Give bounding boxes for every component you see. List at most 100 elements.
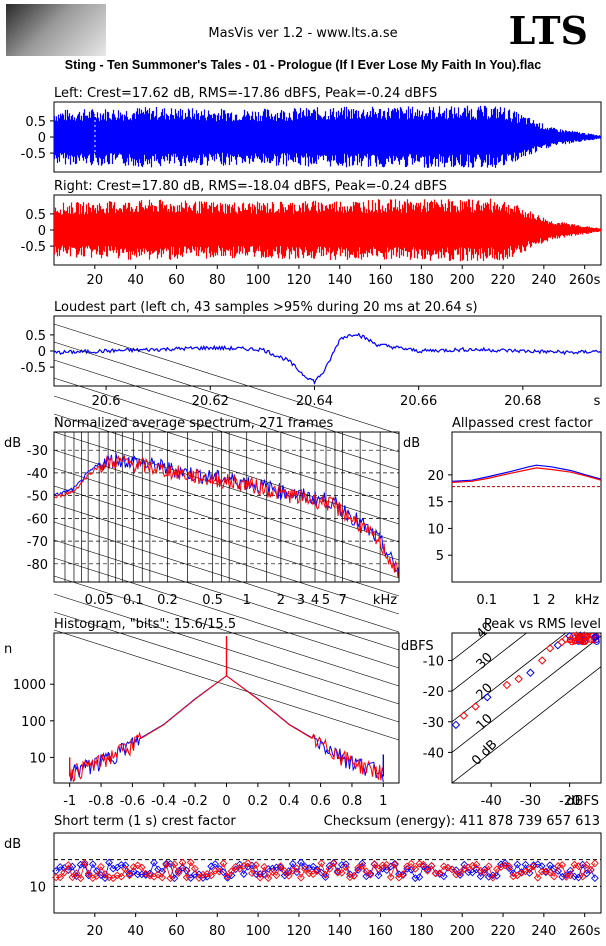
- peak-rms-cluster-point: [584, 633, 591, 640]
- short-crest-left-point: [415, 873, 424, 882]
- short-crest-right-point: [60, 868, 69, 877]
- short-crest-right-point: [309, 870, 318, 879]
- short-crest-right-point: [472, 860, 481, 869]
- crest-factor-ytick-label: 10: [427, 522, 444, 537]
- spectrum-xtick-label: 2: [277, 593, 285, 608]
- spectrum-slope-line: [53, 359, 400, 471]
- spectrum-xtick-label: 3: [297, 593, 305, 608]
- short-crest-right-point: [244, 859, 252, 867]
- spectrum-slope-line: [53, 377, 400, 489]
- short-crest-left-point: [321, 873, 330, 882]
- short-crest-right-point: [325, 865, 334, 873]
- short-crest-right-point: [166, 874, 175, 883]
- crest-factor-xtick-label: 0.1: [476, 593, 497, 608]
- short-crest-left-point: [525, 869, 534, 877]
- short-crest-right-point: [125, 871, 134, 880]
- short-crest-right-point: [529, 862, 538, 870]
- short-crest-left-point: [468, 868, 477, 877]
- short-crest-right-point: [76, 874, 85, 883]
- histogram-left-series: [69, 675, 384, 783]
- peak-rms-ytick-label: -30: [423, 716, 444, 731]
- short-crest-right-point: [505, 862, 514, 871]
- histogram-xtick-label: -1: [63, 794, 76, 809]
- short-crest-left-point: [374, 871, 383, 880]
- short-crest-right-point: [550, 872, 558, 881]
- short-crest-right-point: [427, 862, 436, 870]
- spectrum-xtick-label: 4: [311, 593, 319, 608]
- short-crest-xtick-label: 240: [531, 924, 556, 939]
- right-channel-xtick-label: 20: [87, 273, 104, 288]
- short-crest-right-point: [444, 863, 452, 872]
- right-channel-xtick-label: 100: [246, 273, 271, 288]
- short-crest-right-point: [292, 864, 301, 873]
- short-crest-right-point: [195, 874, 203, 882]
- peak-rms-cluster-point: [592, 633, 599, 641]
- spectrum-slope-line: [53, 341, 400, 453]
- short-crest-xtick-label: 140: [327, 924, 352, 939]
- short-crest-left-point: [211, 860, 220, 868]
- short-crest-right-point: [419, 860, 428, 869]
- right-channel-ytick-label: 0.5: [25, 208, 46, 223]
- short-crest-right-point: [452, 870, 460, 879]
- spectrum-xtick-label: 7: [338, 593, 346, 608]
- peak-rms-diagonal-label: 0 dB: [469, 737, 501, 769]
- short-crest-xtick-label: 40: [127, 924, 144, 939]
- peak-rms-cluster-point: [575, 633, 583, 640]
- short-crest-xtick-label: 160: [368, 924, 393, 939]
- short-crest-right-point: [480, 868, 489, 877]
- short-crest-right-point: [219, 859, 228, 868]
- right-channel-xtick-label: 240: [531, 273, 556, 288]
- short-crest-right-point: [374, 864, 383, 873]
- short-crest-left-point: [76, 860, 85, 869]
- crest-factor-xtick-label: 1: [532, 593, 540, 608]
- peak-rms-point: [451, 720, 461, 730]
- short-crest-right-point: [248, 869, 256, 878]
- crest-factor-left-series: [451, 464, 602, 482]
- histogram-xtick-label: -0.8: [88, 794, 113, 809]
- histogram-xtick-label: 0: [222, 794, 230, 809]
- file-title: Sting - Ten Summoner's Tales - 01 - Prol…: [64, 58, 542, 72]
- short-crest-left-point: [521, 860, 530, 869]
- peak-rms-point: [514, 674, 523, 684]
- right-channel-xtick-label: 160: [368, 273, 393, 288]
- peak-rms-cluster-point: [590, 637, 597, 644]
- left-channel-ytick-label: 0.5: [25, 115, 46, 130]
- spectrum-ytick-label: -40: [27, 467, 48, 482]
- short-crest-right-point: [174, 869, 183, 877]
- short-crest-xtick-label: 180: [409, 924, 434, 939]
- short-crest-right-point: [558, 861, 567, 869]
- short-crest-right-point: [268, 867, 277, 876]
- spectrum-slope-line: [53, 449, 400, 561]
- short-crest-ytick-label: 10: [29, 880, 46, 895]
- short-crest-right-point: [84, 869, 93, 878]
- short-crest-right-point: [301, 865, 309, 874]
- short-crest-right-point: [101, 870, 109, 878]
- short-crest-right-point: [562, 872, 571, 881]
- short-crest-left-point: [439, 872, 448, 881]
- short-crest-right-point: [333, 868, 342, 877]
- histogram-ytick-label: 1000: [13, 678, 46, 693]
- peak-rms-point: [553, 641, 563, 650]
- histogram-title: Histogram, "bits": 15.6/15.5: [54, 617, 236, 632]
- short-crest-right-point: [80, 859, 89, 867]
- spectrum-slope-line: [53, 431, 400, 543]
- short-crest-left-point: [133, 870, 142, 879]
- peak-rms-point: [483, 693, 492, 702]
- right-channel-xtick-label: 80: [209, 273, 226, 288]
- short-crest-xtick-label: 260s: [569, 924, 601, 939]
- short-crest-right-point: [329, 859, 338, 868]
- short-crest-right-point: [92, 872, 101, 880]
- short-crest-left-point: [590, 874, 599, 882]
- peak-rms-cluster-point: [593, 636, 600, 644]
- peak-rms-point: [545, 644, 555, 653]
- loudest-part-ytick-label: -0.5: [21, 361, 46, 376]
- peak-rms-diagonal-label: 30: [474, 650, 496, 672]
- short-crest-right-point: [223, 872, 232, 881]
- short-crest-right-point: [399, 870, 407, 878]
- crest-factor-frame: [451, 431, 602, 583]
- left-channel-waveform-series: [53, 105, 602, 168]
- short-crest-left-point: [121, 861, 130, 870]
- short-crest-right-point: [350, 871, 358, 880]
- spectrum-slope-line: [53, 557, 400, 669]
